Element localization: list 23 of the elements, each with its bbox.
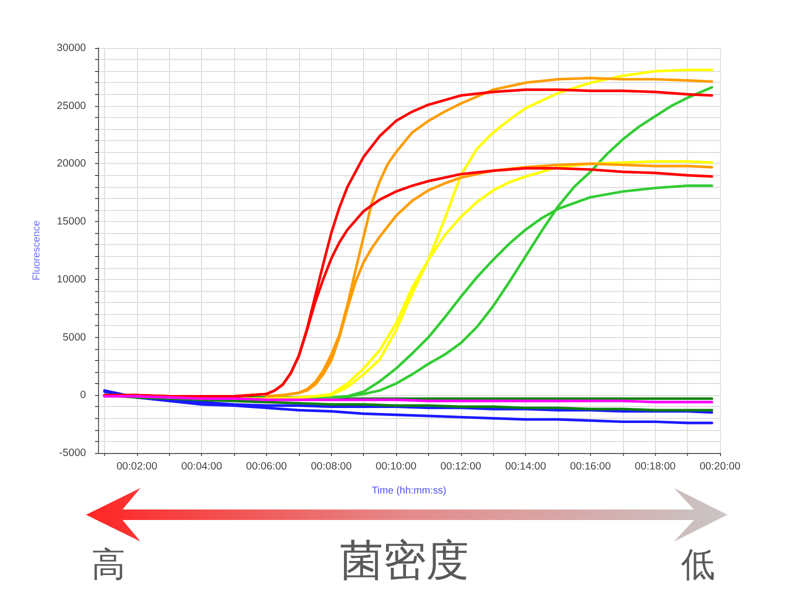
y-axis-title: Fluorescence <box>32 220 42 281</box>
x-tick-label: 00:18:00 <box>634 460 676 472</box>
y-tick-label: 15000 <box>56 216 86 228</box>
y-tick-label: 30000 <box>56 42 86 54</box>
y-tick-label: -5000 <box>59 447 86 459</box>
x-tick-label: 00:20:00 <box>700 460 741 472</box>
x-tick-label: 00:10:00 <box>376 460 417 472</box>
y-tick-label: 25000 <box>56 100 86 112</box>
y-tick-label: 0 <box>80 389 86 402</box>
x-tick-label: 00:02:00 <box>116 460 158 472</box>
x-tick-label: 00:14:00 <box>505 460 546 472</box>
y-tick-label: 20000 <box>56 158 86 170</box>
text: 低 <box>681 545 715 585</box>
x-tick-label: 00:04:00 <box>181 460 222 472</box>
text: 高 <box>92 545 126 585</box>
x-axis-title: Time (hh:mm:ss) <box>372 486 446 496</box>
y-tick-label: 10000 <box>56 273 86 286</box>
x-tick-label: 00:12:00 <box>440 460 482 472</box>
x-tick-label: 00:16:00 <box>570 460 612 472</box>
y-tick-label: 5000 <box>62 331 86 344</box>
x-tick-label: 00:06:00 <box>246 460 288 472</box>
x-tick-label: 00:08:00 <box>310 460 352 472</box>
text: 菌密度 <box>340 536 469 586</box>
